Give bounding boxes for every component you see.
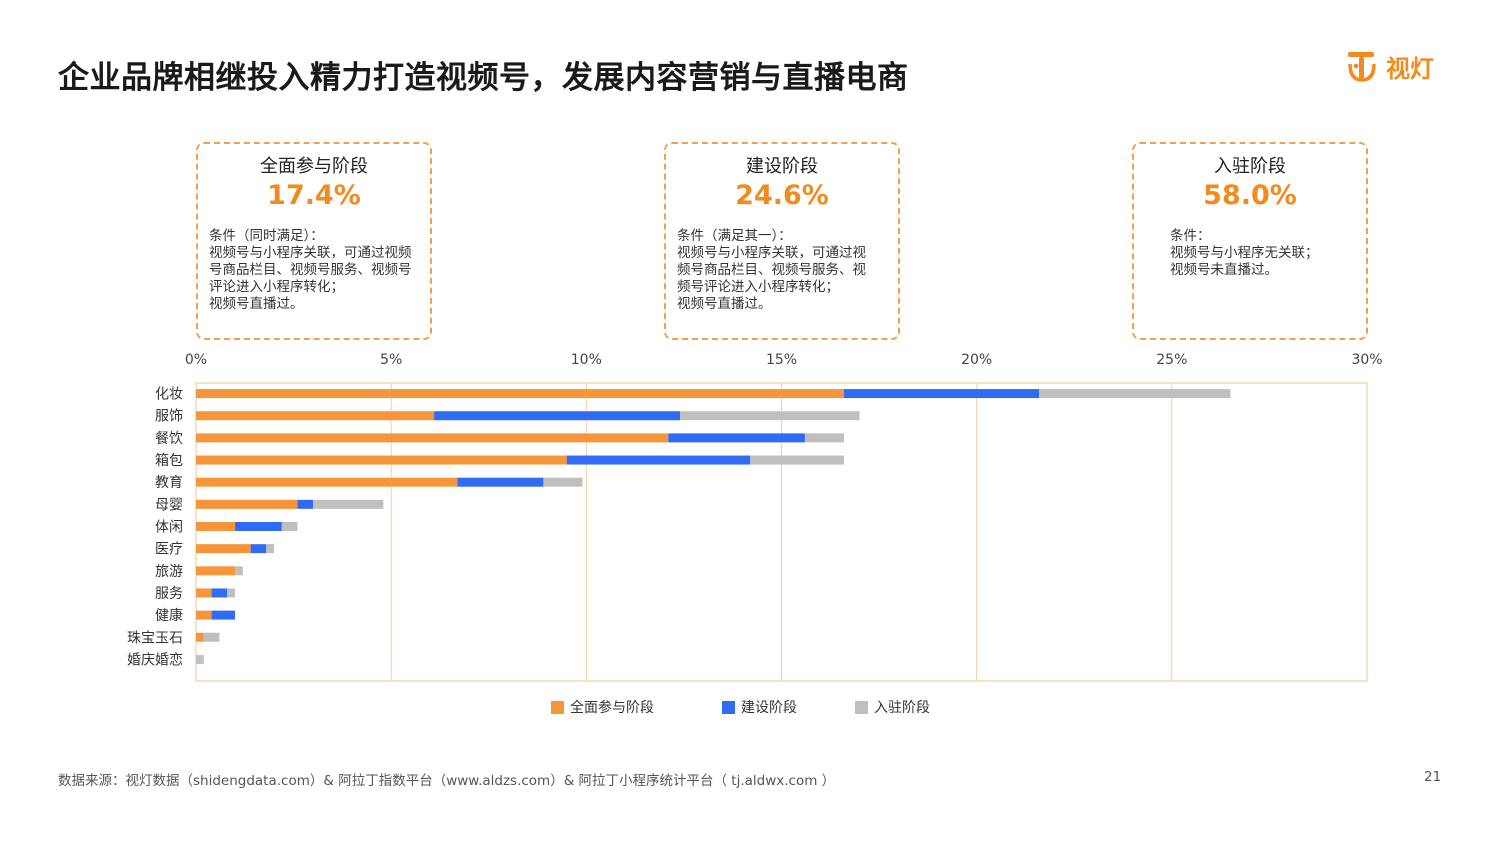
stage-desc-line: 视频号直播过。: [677, 296, 772, 312]
bar-segment: [804, 433, 844, 443]
bar-segment: [543, 477, 583, 487]
stage-percent: 58.0%: [1203, 180, 1297, 211]
bar-segment: [297, 499, 314, 509]
bar-segment: [196, 499, 298, 509]
legend-swatch: [855, 700, 868, 714]
bar-segment: [266, 544, 275, 554]
bar-segment: [235, 566, 243, 576]
stage-title: 建设阶段: [746, 156, 818, 177]
plot-frame: [195, 382, 1368, 682]
stage-title: 入驻阶段: [1214, 156, 1286, 177]
stage-desc-line: 条件（同时满足）：: [209, 228, 324, 244]
stage-card-build: 建设阶段 24.6% 条件（满足其一）： 视频号与小程序关联，可通过视 频号商品…: [664, 142, 900, 340]
category-label: 餐饮: [155, 431, 183, 447]
bar-segment: [434, 411, 681, 421]
bar-segment: [313, 499, 384, 509]
legend-swatch: [551, 700, 564, 714]
x-tick-label: 10%: [571, 352, 602, 368]
lamp-icon: [1348, 52, 1376, 82]
stage-desc-line: 条件：: [1170, 228, 1211, 244]
x-tick-label: 25%: [1156, 352, 1187, 368]
bar-segment: [196, 389, 844, 399]
category-label: 母婴: [155, 497, 183, 513]
category-label: 服饰: [155, 409, 183, 425]
bar-segment: [196, 654, 204, 664]
bar-segment: [250, 544, 267, 554]
bar-segment: [457, 477, 544, 487]
bar-segment: [281, 522, 298, 531]
page-title: 企业品牌相继投入精力打造视频号，发展内容营销与直播电商: [58, 60, 909, 96]
bar-segment: [211, 588, 228, 598]
stage-description: 条件（同时满足）： 视频号与小程序关联，可通过视频 号商品栏目、视频号服务、视频…: [209, 228, 420, 313]
legend-item-full: 全面参与阶段: [551, 697, 654, 717]
page-number: 21: [1424, 769, 1442, 785]
stage-card-join: 入驻阶段 58.0% 条件： 视频号与小程序无关联； 视频号未直播过。: [1132, 142, 1368, 340]
legend-swatch: [722, 700, 735, 714]
bar-segment: [196, 455, 567, 465]
stage-card-full: 全面参与阶段 17.4% 条件（同时满足）： 视频号与小程序关联，可通过视频 号…: [196, 142, 432, 340]
stage-desc-line: 视频号未直播过。: [1170, 262, 1278, 278]
bar-segment: [196, 632, 204, 642]
category-label: 健康: [155, 607, 183, 624]
legend-item-build: 建设阶段: [722, 697, 797, 717]
x-tick-label: 5%: [380, 352, 402, 368]
data-source-footer: 数据来源：视灯数据（shidengdata.com）& 阿拉丁指数平台（www.…: [58, 773, 836, 789]
bar-segment: [196, 588, 212, 598]
bar-segment: [1039, 389, 1231, 399]
legend-label: 入驻阶段: [874, 700, 930, 716]
bar-segment: [668, 433, 805, 443]
stage-desc-line: 视频号直播过。: [209, 296, 304, 312]
category-label: 体闲: [155, 520, 183, 536]
bar-segment: [843, 389, 1040, 399]
stage-desc-line: 视频号与小程序关联，可通过视: [677, 245, 866, 261]
stage-percent: 17.4%: [267, 180, 361, 211]
legend-label: 建设阶段: [741, 700, 797, 716]
stage-desc-line: 视频号与小程序关联，可通过视频: [209, 245, 412, 261]
category-label: 化妆: [155, 387, 183, 403]
logo: 视灯: [1342, 46, 1434, 86]
bar-segment: [196, 544, 251, 554]
logo-text: 视灯: [1386, 54, 1434, 83]
stage-desc-line: 频号评论进入小程序转化；: [677, 279, 839, 295]
bar-segment: [750, 455, 844, 465]
bar-segment: [196, 566, 236, 576]
bar-segment: [211, 610, 236, 620]
stage-desc-line: 条件（满足其一）：: [677, 228, 792, 244]
bar-segment: [227, 588, 236, 598]
bar-segment: [566, 455, 751, 465]
x-tick-label: 0%: [185, 352, 207, 368]
legend-label: 全面参与阶段: [570, 700, 654, 716]
bar-segment: [235, 522, 282, 531]
legend-item-join: 入驻阶段: [855, 697, 930, 717]
category-label: 旅游: [155, 564, 183, 580]
x-tick-label: 15%: [766, 352, 797, 368]
stage-title: 全面参与阶段: [260, 156, 368, 177]
category-label: 婚庆婚恋: [127, 651, 183, 668]
category-label: 珠宝玉石: [127, 630, 183, 646]
bar-segment: [196, 522, 236, 531]
category-label: 箱包: [155, 453, 183, 469]
stage-percent: 24.6%: [735, 180, 829, 211]
bar-segment: [203, 632, 220, 642]
bar-segment: [680, 411, 860, 421]
category-label: 教育: [155, 475, 183, 491]
stage-desc-line: 号商品栏目、视频号服务、视频号: [209, 262, 412, 278]
stage-desc-line: 评论进入小程序转化；: [209, 279, 344, 295]
bar-segment: [196, 433, 669, 443]
category-label: 医疗: [155, 542, 183, 558]
stage-description: 条件（满足其一）： 视频号与小程序关联，可通过视 频号商品栏目、视频号服务、视 …: [677, 228, 888, 313]
x-tick-label: 20%: [961, 352, 992, 368]
stage-description: 条件： 视频号与小程序无关联； 视频号未直播过。: [1170, 228, 1356, 279]
stage-desc-line: 频号商品栏目、视频号服务、视: [677, 262, 866, 278]
category-label: 服务: [155, 586, 183, 602]
bar-segment: [196, 411, 435, 421]
x-tick-label: 30%: [1351, 352, 1382, 368]
bar-segment: [196, 610, 212, 620]
stage-desc-line: 视频号与小程序无关联；: [1170, 245, 1319, 261]
bar-segment: [196, 477, 458, 487]
